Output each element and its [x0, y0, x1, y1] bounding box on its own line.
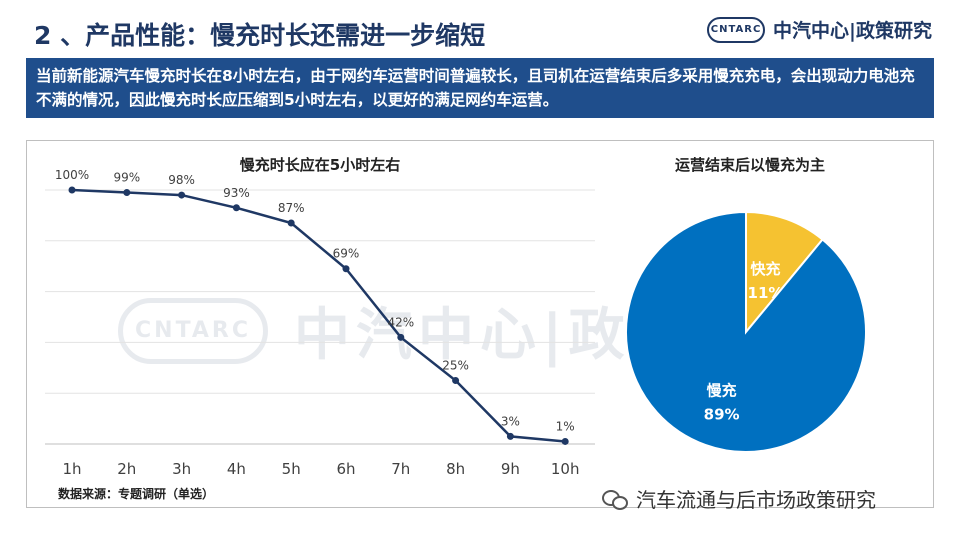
line-chart-title: 慢充时长应在5小时左右 [239, 156, 401, 174]
footer-text: 汽车流通与后市场政策研究 [636, 488, 876, 512]
slide-title: 2 、产品性能：慢充时长还需进一步缩短 [34, 21, 486, 50]
wechat-icon [602, 488, 630, 510]
brand: CNTARC 中汽中心|政策研究 [707, 16, 932, 43]
cntarc-logo: CNTARC [707, 16, 766, 43]
pie-chart-title: 运营结束后以慢充为主 [674, 156, 825, 174]
chart-panel [26, 140, 934, 508]
wechat-footer: 汽车流通与后市场政策研究 [602, 484, 876, 513]
data-source-note: 数据来源：专题调研（单选） [58, 487, 215, 501]
summary-banner: 当前新能源汽车慢充时长在8小时左右，由于网约车运营时间普遍较长，且司机在运营结束… [26, 58, 934, 118]
brand-name: 中汽中心|政策研究 [773, 20, 932, 42]
